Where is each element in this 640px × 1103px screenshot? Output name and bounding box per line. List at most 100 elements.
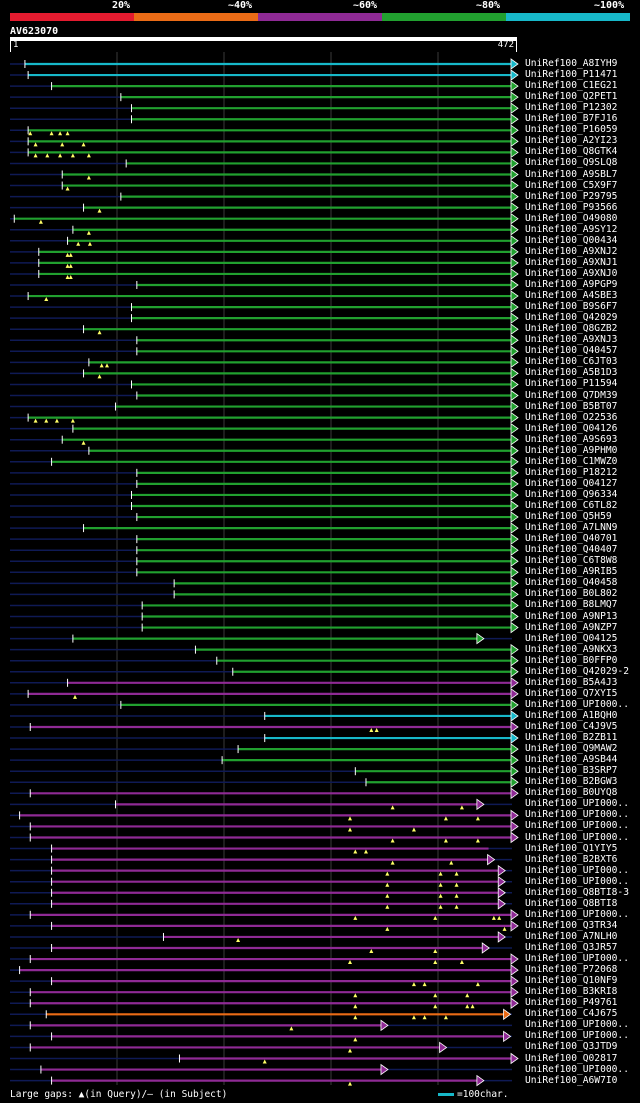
hit-label[interactable]: UniRef100_O49080 <box>525 212 618 224</box>
hit-label[interactable]: UniRef100_UPI000.. <box>525 798 629 810</box>
hit-label[interactable]: UniRef100_Q40701 <box>525 533 618 545</box>
hit-label[interactable]: UniRef100_Q96334 <box>525 488 618 500</box>
hit-label[interactable]: UniRef100_Q40407 <box>525 544 618 556</box>
hit-label[interactable]: UniRef100_P11471 <box>525 69 618 81</box>
hit-label[interactable]: UniRef100_A9XNJ1 <box>525 256 618 268</box>
hit-label[interactable]: UniRef100_B2BGW3 <box>525 776 618 788</box>
hit-arrow-icon <box>510 975 519 987</box>
hit-label[interactable]: UniRef100_A9XNJ3 <box>525 334 618 346</box>
hit-arrow-icon <box>510 1052 519 1065</box>
hit-label[interactable]: UniRef100_C1EG21 <box>525 80 618 92</box>
hit-label[interactable]: UniRef100_B0FFP0 <box>525 654 618 666</box>
hit-label[interactable]: UniRef100_UPI000.. <box>525 953 629 965</box>
hit-label[interactable]: UniRef100_Q40458 <box>525 577 618 589</box>
hit-label[interactable]: UniRef100_Q04125 <box>525 632 618 644</box>
hit-label[interactable]: UniRef100_A7LNN9 <box>525 522 618 534</box>
hit-label[interactable]: UniRef100_UPI000.. <box>525 1019 629 1031</box>
legend-label-40: ~40% <box>228 0 253 11</box>
hit-label[interactable]: UniRef100_C6TL82 <box>525 500 618 511</box>
hit-label[interactable]: UniRef100_B0L802 <box>525 588 618 600</box>
hit-label[interactable]: UniRef100_A9NKX3 <box>525 643 618 655</box>
hit-label[interactable]: UniRef100_P72068 <box>525 964 618 976</box>
hit-label[interactable]: UniRef100_O22536 <box>525 411 618 423</box>
hit-label[interactable]: UniRef100_Q8BTI8 <box>525 897 618 909</box>
hit-label[interactable]: UniRef100_C4J675 <box>525 1008 618 1020</box>
hit-label[interactable]: UniRef100_A7NLH0 <box>525 930 618 942</box>
hit-label[interactable]: UniRef100_B3KRI8 <box>525 986 618 998</box>
hit-label[interactable]: UniRef100_Q8GTK4 <box>525 146 618 158</box>
hit-label[interactable]: UniRef100_B7FJ16 <box>525 113 618 125</box>
hit-label[interactable]: UniRef100_Q9SLQ8 <box>525 157 618 169</box>
hit-label[interactable]: UniRef100_UPI000.. <box>525 698 629 710</box>
hit-label[interactable]: UniRef100_Q3TR34 <box>525 919 618 931</box>
hit-label[interactable]: UniRef100_UPI000.. <box>525 831 629 843</box>
hit-label[interactable]: UniRef100_Q7XYI5 <box>525 687 618 699</box>
hit-label[interactable]: UniRef100_B5BT07 <box>525 400 618 412</box>
hit-label[interactable]: UniRef100_Q3JTD9 <box>525 1041 618 1053</box>
hit-label[interactable]: UniRef100_Q3JR57 <box>525 942 618 953</box>
hit-label[interactable]: UniRef100_Q00434 <box>525 234 618 246</box>
hit-label[interactable]: UniRef100_C4J9V5 <box>525 721 618 732</box>
hit-label[interactable]: UniRef100_Q40457 <box>525 345 618 357</box>
hit-label[interactable]: UniRef100_A9PGP9 <box>525 279 618 290</box>
hit-label[interactable]: UniRef100_A2YI23 <box>525 135 618 147</box>
hit-label[interactable]: UniRef100_B2BXT6 <box>525 853 618 865</box>
hit-label[interactable]: UniRef100_B3SRP7 <box>525 765 618 777</box>
hit-label[interactable]: UniRef100_C6JT03 <box>525 356 618 368</box>
hit-label[interactable]: UniRef100_B2ZB11 <box>525 732 618 744</box>
hit-label[interactable]: UniRef100_P49761 <box>525 997 618 1009</box>
hit-label[interactable]: UniRef100_UPI000.. <box>525 908 629 920</box>
hit-label[interactable]: UniRef100_B9S6F7 <box>525 301 618 313</box>
hit-label[interactable]: UniRef100_Q8GZB2 <box>525 323 618 335</box>
hit-arrow-icon <box>510 831 519 844</box>
hit-label[interactable]: UniRef100_UPI000.. <box>525 864 629 876</box>
hit-label[interactable]: UniRef100_A8IYH9 <box>525 58 618 69</box>
hit-label[interactable]: UniRef100_Q42029-2 <box>525 665 629 677</box>
hit-label[interactable]: UniRef100_A9XNJ2 <box>525 245 618 257</box>
hit-label[interactable]: UniRef100_P16059 <box>525 124 618 136</box>
query-gap-marker-icon <box>390 838 395 843</box>
hit-label[interactable]: UniRef100_Q42029 <box>525 312 618 324</box>
hit-label[interactable]: UniRef100_UPI000.. <box>525 820 629 832</box>
hit-arrow-icon <box>510 522 519 534</box>
hit-label[interactable]: UniRef100_Q1YIY5 <box>525 842 618 854</box>
hit-label[interactable]: UniRef100_UPI000.. <box>525 1030 629 1042</box>
hit-label[interactable]: UniRef100_P12302 <box>525 102 618 114</box>
hit-label[interactable]: UniRef100_B0UYQ8 <box>525 787 618 799</box>
hit-label[interactable]: UniRef100_P29795 <box>525 190 618 202</box>
hit-label[interactable]: UniRef100_Q5H59 <box>525 511 612 523</box>
hit-label[interactable]: UniRef100_C5X9F7 <box>525 179 618 191</box>
hit-label[interactable]: UniRef100_Q8BTI8-3 <box>525 886 629 898</box>
hit-label[interactable]: UniRef100_UPI000.. <box>525 809 629 821</box>
hit-label[interactable]: UniRef100_A5B1D3 <box>525 367 618 379</box>
hit-label[interactable]: UniRef100_Q2PET1 <box>525 91 618 103</box>
hit-label[interactable]: UniRef100_UPI000.. <box>525 875 629 887</box>
hit-label[interactable]: UniRef100_B8LMQ7 <box>525 599 618 611</box>
hit-label[interactable]: UniRef100_P18212 <box>525 466 618 478</box>
hit-label[interactable]: UniRef100_A9NP13 <box>525 610 618 622</box>
hit-label[interactable]: UniRef100_A9S693 <box>525 433 618 445</box>
hit-label[interactable]: UniRef100_A9SB44 <box>525 754 618 766</box>
hit-label[interactable]: UniRef100_A6W7I0 <box>525 1074 618 1086</box>
hit-label[interactable]: UniRef100_A9RIB5 <box>525 566 618 578</box>
hit-label[interactable]: UniRef100_A9SBL7 <box>525 168 618 180</box>
hit-label[interactable]: UniRef100_Q7DM39 <box>525 389 618 401</box>
hit-label[interactable]: UniRef100_UPI000.. <box>525 1063 629 1075</box>
hit-label[interactable]: UniRef100_A9SY12 <box>525 223 618 235</box>
hit-label[interactable]: UniRef100_A9NZP7 <box>525 621 618 633</box>
hit-label[interactable]: UniRef100_Q04127 <box>525 477 618 489</box>
hit-label[interactable]: UniRef100_A4SBE3 <box>525 290 618 302</box>
hit-label[interactable]: UniRef100_P93566 <box>525 201 618 213</box>
hit-label[interactable]: UniRef100_A9XNJ0 <box>525 267 618 279</box>
hit-label[interactable]: UniRef100_C6T8W8 <box>525 555 618 567</box>
hit-label[interactable]: UniRef100_B5A4J3 <box>525 676 618 688</box>
hit-label[interactable]: UniRef100_Q10NF9 <box>525 975 618 987</box>
hit-label[interactable]: UniRef100_Q04126 <box>525 422 618 434</box>
hit-label[interactable]: UniRef100_Q9MAW2 <box>525 743 618 755</box>
hit-label[interactable]: UniRef100_Q02817 <box>525 1052 618 1064</box>
query-gap-marker-icon <box>454 904 459 909</box>
hit-label[interactable]: UniRef100_A1BQH0 <box>525 709 618 721</box>
hit-label[interactable]: UniRef100_A9PHM0 <box>525 444 618 456</box>
hit-label[interactable]: UniRef100_P11594 <box>525 378 618 390</box>
hit-label[interactable]: UniRef100_C1MWZ0 <box>525 455 618 467</box>
